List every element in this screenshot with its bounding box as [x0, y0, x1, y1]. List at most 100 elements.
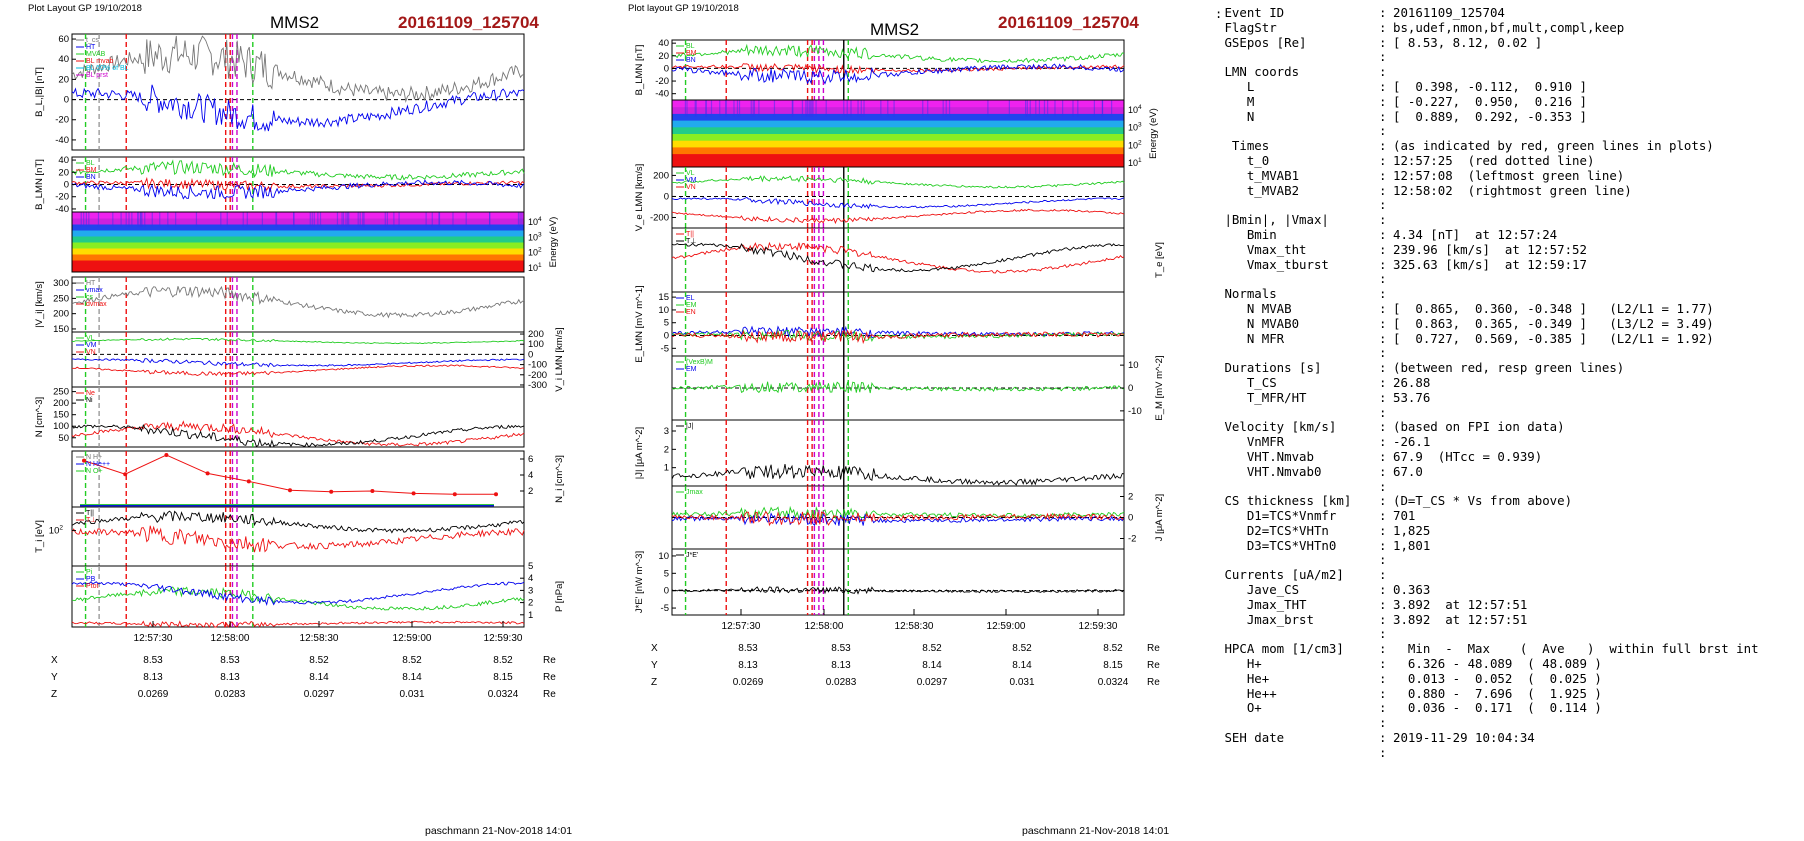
spectrogram-streak: [725, 100, 727, 117]
summary-value: [ 0.863, 0.365, -0.349 ] (L3/L2 = 3.49): [1393, 315, 1714, 331]
spectrogram-streak: [705, 100, 707, 117]
spectrogram-band: [672, 106, 1124, 114]
tick-exponent: 3: [1138, 122, 1142, 129]
y-tick-label: 200: [53, 398, 69, 409]
spectrogram-streak: [220, 212, 222, 227]
y-tick-label: -200: [528, 370, 547, 381]
ephemeris-label: Y: [51, 672, 58, 683]
summary-value: [ 8.53, 8.12, 0.02 ]: [1393, 34, 1543, 50]
ephemeris-value: 8.52: [922, 643, 942, 654]
y-axis-label: B_L,|B| [nT]: [34, 67, 45, 117]
spectrogram-band: [672, 140, 1124, 148]
ephemeris-value: 8.15: [1103, 660, 1123, 671]
summary-row: SEH date:2019-11-29 10:04:34: [1217, 730, 1797, 746]
tick-exponent: 2: [538, 247, 542, 254]
ephemeris-value: 8.14: [1012, 660, 1032, 671]
summary-key: Durations [s]: [1217, 360, 1322, 376]
legend-label: Ni: [86, 397, 93, 404]
legend-label: t_cs: [86, 37, 99, 44]
panel-EM: (VexB)MEM 10 0 -10 E_M [mV m^-2]: [671, 355, 1165, 421]
summary-key: He+: [1217, 670, 1270, 686]
panel-frame: [71, 386, 525, 448]
y-tick-label: -40: [655, 89, 669, 100]
spectrogram-streak: [159, 212, 161, 227]
summary-separator: :: [1379, 212, 1387, 228]
spectrogram-streak: [521, 212, 523, 227]
summary-separator: :: [1379, 463, 1387, 479]
spectrogram-streak: [175, 212, 177, 227]
ephemeris-unit: Re: [1147, 660, 1160, 671]
tick-exponent: 1: [538, 262, 542, 269]
summary-separator: :: [1379, 493, 1387, 509]
summary-key: Times: [1217, 138, 1270, 154]
y-tick-label: 0: [64, 180, 69, 191]
summary-key: SEH date: [1217, 730, 1285, 746]
spectrogram-streak: [346, 212, 349, 227]
legend-label: VM: [86, 342, 97, 349]
summary-row: Vmax_tburst:325.63 [km/s] at 12:59:17: [1217, 256, 1797, 273]
y-tick-label: -40: [55, 204, 69, 215]
summary-separator: :: [1379, 286, 1387, 302]
summary-separator: :: [1379, 78, 1387, 94]
summary-key: [1217, 480, 1379, 495]
spectrogram-streak: [357, 212, 359, 227]
summary-value: 239.96 [km/s] at 12:57:52: [1393, 241, 1587, 257]
summary-key: GSEpos [Re]: [1217, 34, 1307, 50]
panel-Te: T||T⊥ T_e [eV]: [671, 227, 1165, 293]
panel-frame: [71, 211, 525, 273]
summary-key: Normals: [1217, 286, 1277, 302]
summary-key: [1217, 627, 1379, 642]
summary-value: bs,udef,nmon,bf,mult,compl,keep: [1393, 19, 1625, 35]
summary-row: N MFR: [ 0.727, 0.569, -0.385 ] (L2/L1 = …: [1217, 330, 1797, 347]
spectrogram-streak: [425, 212, 427, 227]
y-tick-label: 40: [658, 38, 669, 49]
x-tick-label: 12:58:00: [805, 621, 844, 632]
legend-label: VN: [686, 184, 696, 191]
summary-separator: :: [1379, 315, 1387, 331]
y-tick-label: 0: [664, 331, 669, 342]
summary-key: Event ID: [1217, 5, 1285, 20]
legend-label: BL 50% of BL: [86, 65, 129, 72]
spectrogram-band: [72, 254, 524, 261]
hpca-point: [205, 471, 210, 476]
ephemeris-value: 8.53: [738, 643, 758, 654]
summary-value: 12:57:08 (leftmost green line): [1393, 167, 1625, 183]
ephemeris-value: 0.0297: [304, 689, 335, 700]
spectrogram-streak: [319, 212, 322, 227]
summary-value: -26.1: [1393, 434, 1431, 450]
y-tick-label: 2: [664, 444, 669, 455]
summary-row: O+: 0.036 - 0.171 ( 0.114 ): [1217, 701, 1797, 716]
summary-key: Jave_CS: [1217, 582, 1300, 598]
summary-key: FlagStr: [1217, 19, 1277, 35]
summary-key: [1217, 272, 1379, 287]
summary-row: N MVAB: [ 0.865, 0.360, -0.348 ] (L2/L1 =…: [1217, 300, 1797, 317]
ephemeris-unit: Re: [1147, 643, 1160, 654]
y-tick-label: -20: [55, 115, 69, 126]
spectrogram-streak: [684, 100, 686, 117]
y-tick-label: 1: [528, 610, 533, 621]
spectrogram-streak: [88, 212, 90, 227]
y-tick-label: 40: [58, 155, 69, 166]
summary-value: [ 0.865, 0.360, -0.348 ] (L2/L1 = 1.77): [1393, 300, 1714, 316]
spectrogram-streak: [1008, 100, 1010, 117]
spectrogram-band: [72, 224, 524, 231]
summary-separator: :: [1379, 330, 1387, 346]
series-line-black: [71, 423, 525, 448]
y-tick-label: 200: [653, 170, 669, 181]
summary-value: 67.9 (HTcc = 0.939): [1393, 448, 1543, 464]
series-line-green: [671, 43, 1125, 64]
spectrogram-streak: [452, 212, 454, 227]
summary-key: H+: [1217, 656, 1262, 672]
summary-separator: :: [1379, 64, 1387, 80]
legend-label: BL mvab: [86, 58, 113, 65]
y-tick-label: 10: [658, 305, 669, 316]
summary-row: FlagStr: bs,udef,nmon,bf,mult,compl,keep: [1217, 19, 1797, 36]
summary-row: Normals:: [1217, 286, 1797, 302]
spectrogram-streak: [1043, 100, 1046, 117]
summary-value: 325.63 [km/s] at 12:59:17: [1393, 256, 1587, 272]
summary-key: [1217, 553, 1379, 568]
spectrogram-streak: [927, 100, 929, 117]
spectrogram-streak: [313, 212, 315, 227]
ephemeris-value: 0.0283: [215, 689, 246, 700]
